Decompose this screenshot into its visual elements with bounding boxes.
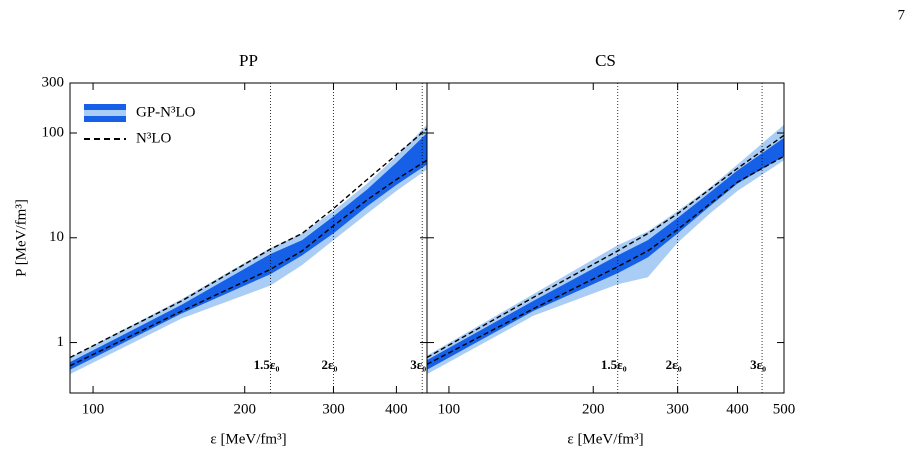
x-tick-label: 400 xyxy=(385,401,408,417)
reference-label: 3ε₀ xyxy=(750,357,766,372)
x-axis-label: ε [MeV/fm³] xyxy=(210,431,286,447)
legend-label: N³LO xyxy=(136,130,171,146)
x-tick-label: 300 xyxy=(322,401,345,417)
y-tick-label: 10 xyxy=(49,229,64,245)
x-tick-label: 200 xyxy=(582,401,605,417)
y-tick-label: 300 xyxy=(42,74,65,90)
panel-title: PP xyxy=(239,51,258,70)
x-tick-label: 100 xyxy=(438,401,461,417)
x-tick-label: 300 xyxy=(666,401,689,417)
n3lo-line xyxy=(427,155,784,365)
band xyxy=(427,137,784,370)
panel-title: CS xyxy=(595,51,616,70)
y-tick-label: 100 xyxy=(42,124,65,140)
x-tick-label: 400 xyxy=(726,401,749,417)
reference-label: 2ε₀ xyxy=(666,357,682,372)
legend-label: GP-N³LO xyxy=(136,104,196,120)
plot-frame xyxy=(426,82,785,394)
reference-label: 1.5ε₀ xyxy=(601,357,627,372)
x-axis-label: ε [MeV/fm³] xyxy=(567,431,643,447)
y-axis-label: P [MeV/fm³] xyxy=(13,199,29,277)
reference-label: 1.5ε₀ xyxy=(254,357,280,372)
reference-label: 2ε₀ xyxy=(321,357,337,372)
x-tick-label: 200 xyxy=(233,401,256,417)
n3lo-line xyxy=(427,134,784,359)
y-tick-label: 1 xyxy=(57,334,65,350)
band xyxy=(70,132,427,370)
page-number: 7 xyxy=(898,7,906,23)
reference-label: 3ε₀ xyxy=(410,357,426,372)
x-tick-label: 500 xyxy=(773,401,796,417)
legend-swatch xyxy=(84,110,126,116)
x-tick-label: 100 xyxy=(82,401,105,417)
n3lo-line xyxy=(70,159,427,367)
n3lo-line xyxy=(70,128,427,359)
